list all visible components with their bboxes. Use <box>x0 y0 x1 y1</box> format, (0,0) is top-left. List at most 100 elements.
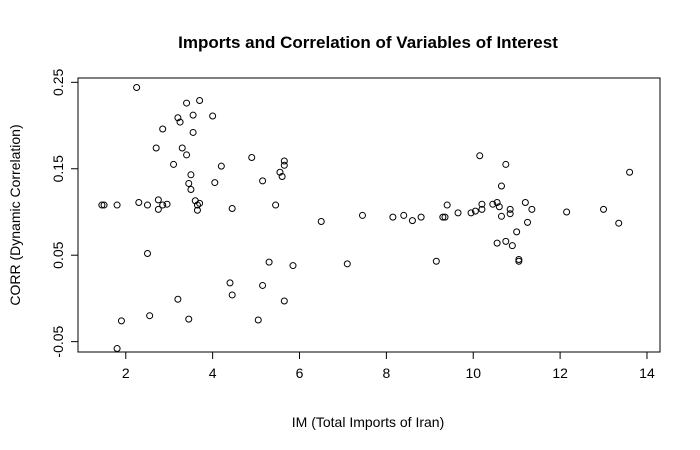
data-point <box>178 144 186 152</box>
data-point <box>600 205 608 213</box>
data-point <box>185 315 193 323</box>
data-point <box>454 209 462 217</box>
data-point <box>189 128 197 136</box>
x-tick-label: 4 <box>209 365 217 381</box>
data-point <box>98 201 106 209</box>
data-point <box>254 316 262 324</box>
data-point <box>343 260 351 268</box>
data-point <box>209 112 217 120</box>
plot-frame <box>77 77 661 353</box>
data-point <box>113 201 121 209</box>
data-point <box>478 205 486 213</box>
data-point <box>471 207 479 215</box>
data-point <box>100 201 108 209</box>
data-point <box>196 96 204 104</box>
data-point <box>513 228 521 236</box>
data-point <box>317 217 325 225</box>
data-point <box>467 209 475 217</box>
data-point <box>163 200 171 208</box>
data-point <box>265 258 273 266</box>
data-point <box>211 179 219 187</box>
data-point <box>495 203 503 211</box>
data-point <box>506 210 514 218</box>
data-point <box>389 213 397 221</box>
data-point <box>497 182 505 190</box>
data-point <box>439 213 447 221</box>
data-point <box>489 200 497 208</box>
x-axis: 2 4 6 8 10 12 14 <box>122 352 655 381</box>
x-tick-label: 12 <box>552 365 568 381</box>
data-point <box>187 171 195 179</box>
data-point <box>135 198 143 206</box>
data-point <box>217 162 225 170</box>
x-tick-label: 6 <box>296 365 304 381</box>
data-point <box>515 257 523 265</box>
data-point <box>154 196 162 204</box>
data-point <box>183 151 191 159</box>
data-point <box>626 168 634 176</box>
data-point <box>521 198 529 206</box>
data-point <box>189 111 197 119</box>
data-point <box>615 219 623 227</box>
data-point <box>497 212 505 220</box>
data-point <box>170 160 178 168</box>
data-point <box>272 201 280 209</box>
data-point <box>152 144 160 152</box>
data-point <box>259 281 267 289</box>
data-point <box>502 237 510 245</box>
x-tick-label: 2 <box>122 365 130 381</box>
data-point <box>508 242 516 250</box>
data-point <box>408 217 416 225</box>
data-point <box>280 297 288 305</box>
data-point <box>143 201 151 209</box>
data-point <box>528 205 536 213</box>
data-point <box>493 239 501 247</box>
data-point <box>476 152 484 160</box>
data-point <box>417 213 425 221</box>
data-point <box>183 99 191 107</box>
data-point <box>493 198 501 206</box>
x-tick-label: 10 <box>465 365 481 381</box>
data-point <box>226 279 234 287</box>
data-point <box>280 157 288 165</box>
y-tick-label: -0.05 <box>50 325 66 357</box>
data-points <box>98 84 634 353</box>
data-point <box>228 291 236 299</box>
y-axis: -0.05 0.05 0.15 0.25 <box>50 68 78 358</box>
data-point <box>228 205 236 213</box>
data-point <box>443 201 451 209</box>
data-point <box>193 206 201 214</box>
x-axis-label: IM (Total Imports of Iran) <box>292 414 444 430</box>
x-tick-label: 14 <box>639 365 655 381</box>
data-point <box>259 177 267 185</box>
data-point <box>193 201 201 209</box>
data-point <box>133 84 141 92</box>
data-point <box>563 208 571 216</box>
data-point <box>117 317 125 325</box>
data-point <box>432 257 440 265</box>
y-tick-label: 0.05 <box>50 241 66 268</box>
chart-title: Imports and Correlation of Variables of … <box>178 33 558 52</box>
data-point <box>196 199 204 207</box>
data-point <box>176 118 184 126</box>
data-point <box>159 201 167 209</box>
data-point <box>248 154 256 162</box>
y-tick-label: 0.25 <box>50 68 66 95</box>
data-point <box>146 312 154 320</box>
data-point <box>154 205 162 213</box>
data-point <box>143 249 151 257</box>
data-point <box>174 295 182 303</box>
data-point <box>478 200 486 208</box>
data-point <box>187 186 195 194</box>
data-point <box>441 213 449 221</box>
y-tick-label: 0.15 <box>50 155 66 182</box>
data-point <box>358 211 366 219</box>
data-point <box>524 218 532 226</box>
data-point <box>502 160 510 168</box>
data-point <box>185 179 193 187</box>
data-point <box>278 173 286 181</box>
data-point <box>113 345 121 353</box>
y-axis-label: CORR (Dynamic Correlation) <box>7 124 23 305</box>
